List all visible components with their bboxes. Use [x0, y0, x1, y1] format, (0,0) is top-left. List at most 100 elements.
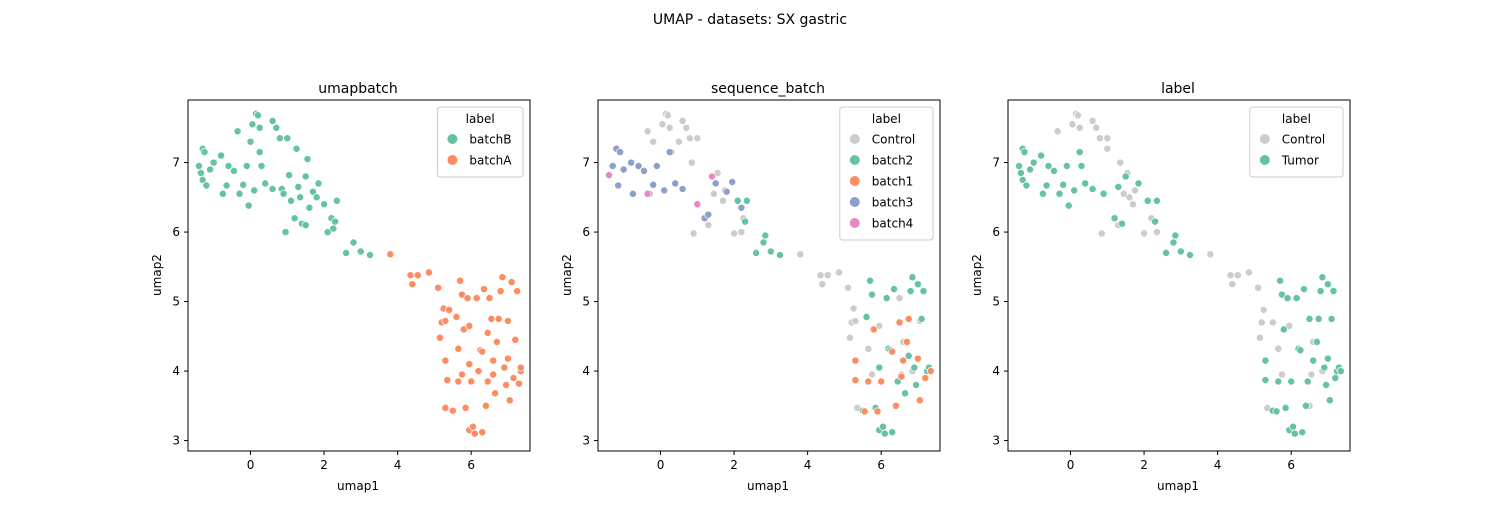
- data-point: [230, 166, 238, 175]
- data-point: [761, 231, 770, 240]
- series-batch3: [608, 144, 746, 223]
- data-point: [1316, 287, 1325, 296]
- data-point: [1130, 186, 1139, 195]
- data-point: [218, 189, 227, 198]
- data-point: [1050, 166, 1058, 175]
- data-point: [441, 403, 450, 412]
- data-point: [1088, 116, 1097, 125]
- legend: label Control Tumor: [1249, 106, 1344, 178]
- data-point: [619, 165, 628, 174]
- data-point: [489, 356, 498, 365]
- data-point: [904, 351, 913, 360]
- data-point: [849, 304, 858, 313]
- legend-label: batchB: [469, 133, 511, 147]
- data-point: [605, 171, 613, 180]
- data-point: [386, 250, 395, 259]
- data-point: [904, 314, 913, 323]
- data-point: [454, 377, 463, 386]
- data-point: [1278, 290, 1286, 299]
- series-batchB: [195, 109, 374, 259]
- data-point: [498, 273, 507, 282]
- data-point: [875, 321, 884, 330]
- data-point: [445, 305, 454, 314]
- data-point: [1152, 196, 1161, 205]
- data-point: [1244, 268, 1253, 277]
- data-point: [864, 344, 873, 353]
- data-point: [272, 123, 281, 132]
- data-point: [489, 370, 498, 379]
- data-point: [465, 321, 474, 330]
- data-point: [1029, 158, 1038, 167]
- data-point: [823, 271, 832, 280]
- data-point: [733, 196, 742, 205]
- data-point: [469, 422, 477, 431]
- data-point: [627, 158, 636, 167]
- data-point: [454, 344, 463, 353]
- data-point: [1268, 318, 1277, 327]
- series-batch4: [605, 171, 716, 209]
- y-tick-label: 3: [992, 434, 1000, 448]
- data-point: [888, 347, 897, 356]
- y-tick-label: 3: [582, 434, 590, 448]
- series-batch1: [851, 314, 935, 416]
- legend: label batchB batchA: [436, 106, 524, 178]
- axes-frame: [1007, 99, 1351, 452]
- data-point: [1226, 271, 1235, 280]
- data-point: [665, 148, 674, 157]
- data-point: [305, 203, 314, 212]
- data-point: [1016, 169, 1025, 177]
- data-point: [1206, 250, 1215, 259]
- data-point: [511, 335, 520, 344]
- data-point: [242, 162, 251, 170]
- data-point: [1064, 201, 1073, 210]
- data-point: [505, 396, 514, 405]
- panel-sequence-batch: sequence_batch umap1 umap2 0 2 4 6 3 4 5 6 7 labe…: [560, 81, 941, 493]
- data-point: [891, 401, 900, 410]
- data-point: [1143, 196, 1152, 205]
- data-point: [509, 374, 518, 382]
- data-point: [704, 221, 713, 230]
- data-point: [1309, 356, 1318, 365]
- data-point: [908, 273, 917, 282]
- data-point: [413, 271, 422, 280]
- legend-label: batch2: [872, 154, 914, 168]
- y-tick-label: 5: [172, 295, 180, 309]
- data-point: [513, 287, 522, 296]
- data-point: [458, 290, 466, 299]
- data-point: [628, 189, 637, 198]
- data-point: [708, 172, 716, 181]
- data-point: [851, 356, 860, 365]
- data-point: [285, 171, 294, 180]
- data-point: [275, 134, 284, 143]
- data-point: [1285, 321, 1294, 330]
- data-point: [1118, 219, 1126, 228]
- data-point: [1055, 189, 1064, 198]
- y-tick-label: 7: [582, 156, 590, 170]
- data-point: [1255, 333, 1264, 342]
- data-point: [685, 134, 694, 143]
- data-point: [279, 189, 288, 198]
- data-point: [1274, 344, 1283, 353]
- data-point: [485, 294, 494, 303]
- data-point: [332, 196, 341, 205]
- data-point: [235, 189, 244, 198]
- axes-frame: [597, 99, 941, 452]
- data-point: [1169, 238, 1178, 247]
- data-point: [496, 287, 505, 296]
- data-point: [1279, 325, 1288, 334]
- data-point: [1322, 381, 1331, 389]
- y-tick-label: 5: [992, 295, 1000, 309]
- x-tick-label: 6: [467, 458, 475, 472]
- data-point: [678, 185, 687, 193]
- data-point: [687, 158, 696, 167]
- data-point: [1305, 314, 1314, 323]
- data-point: [897, 372, 906, 381]
- data-point: [441, 356, 450, 365]
- data-point: [678, 116, 687, 125]
- x-axis-label: umap1: [1157, 479, 1199, 493]
- data-point: [483, 377, 492, 386]
- data-point: [895, 318, 904, 327]
- data-point: [1307, 370, 1316, 379]
- series-Control: [643, 109, 924, 412]
- data-point: [816, 271, 825, 280]
